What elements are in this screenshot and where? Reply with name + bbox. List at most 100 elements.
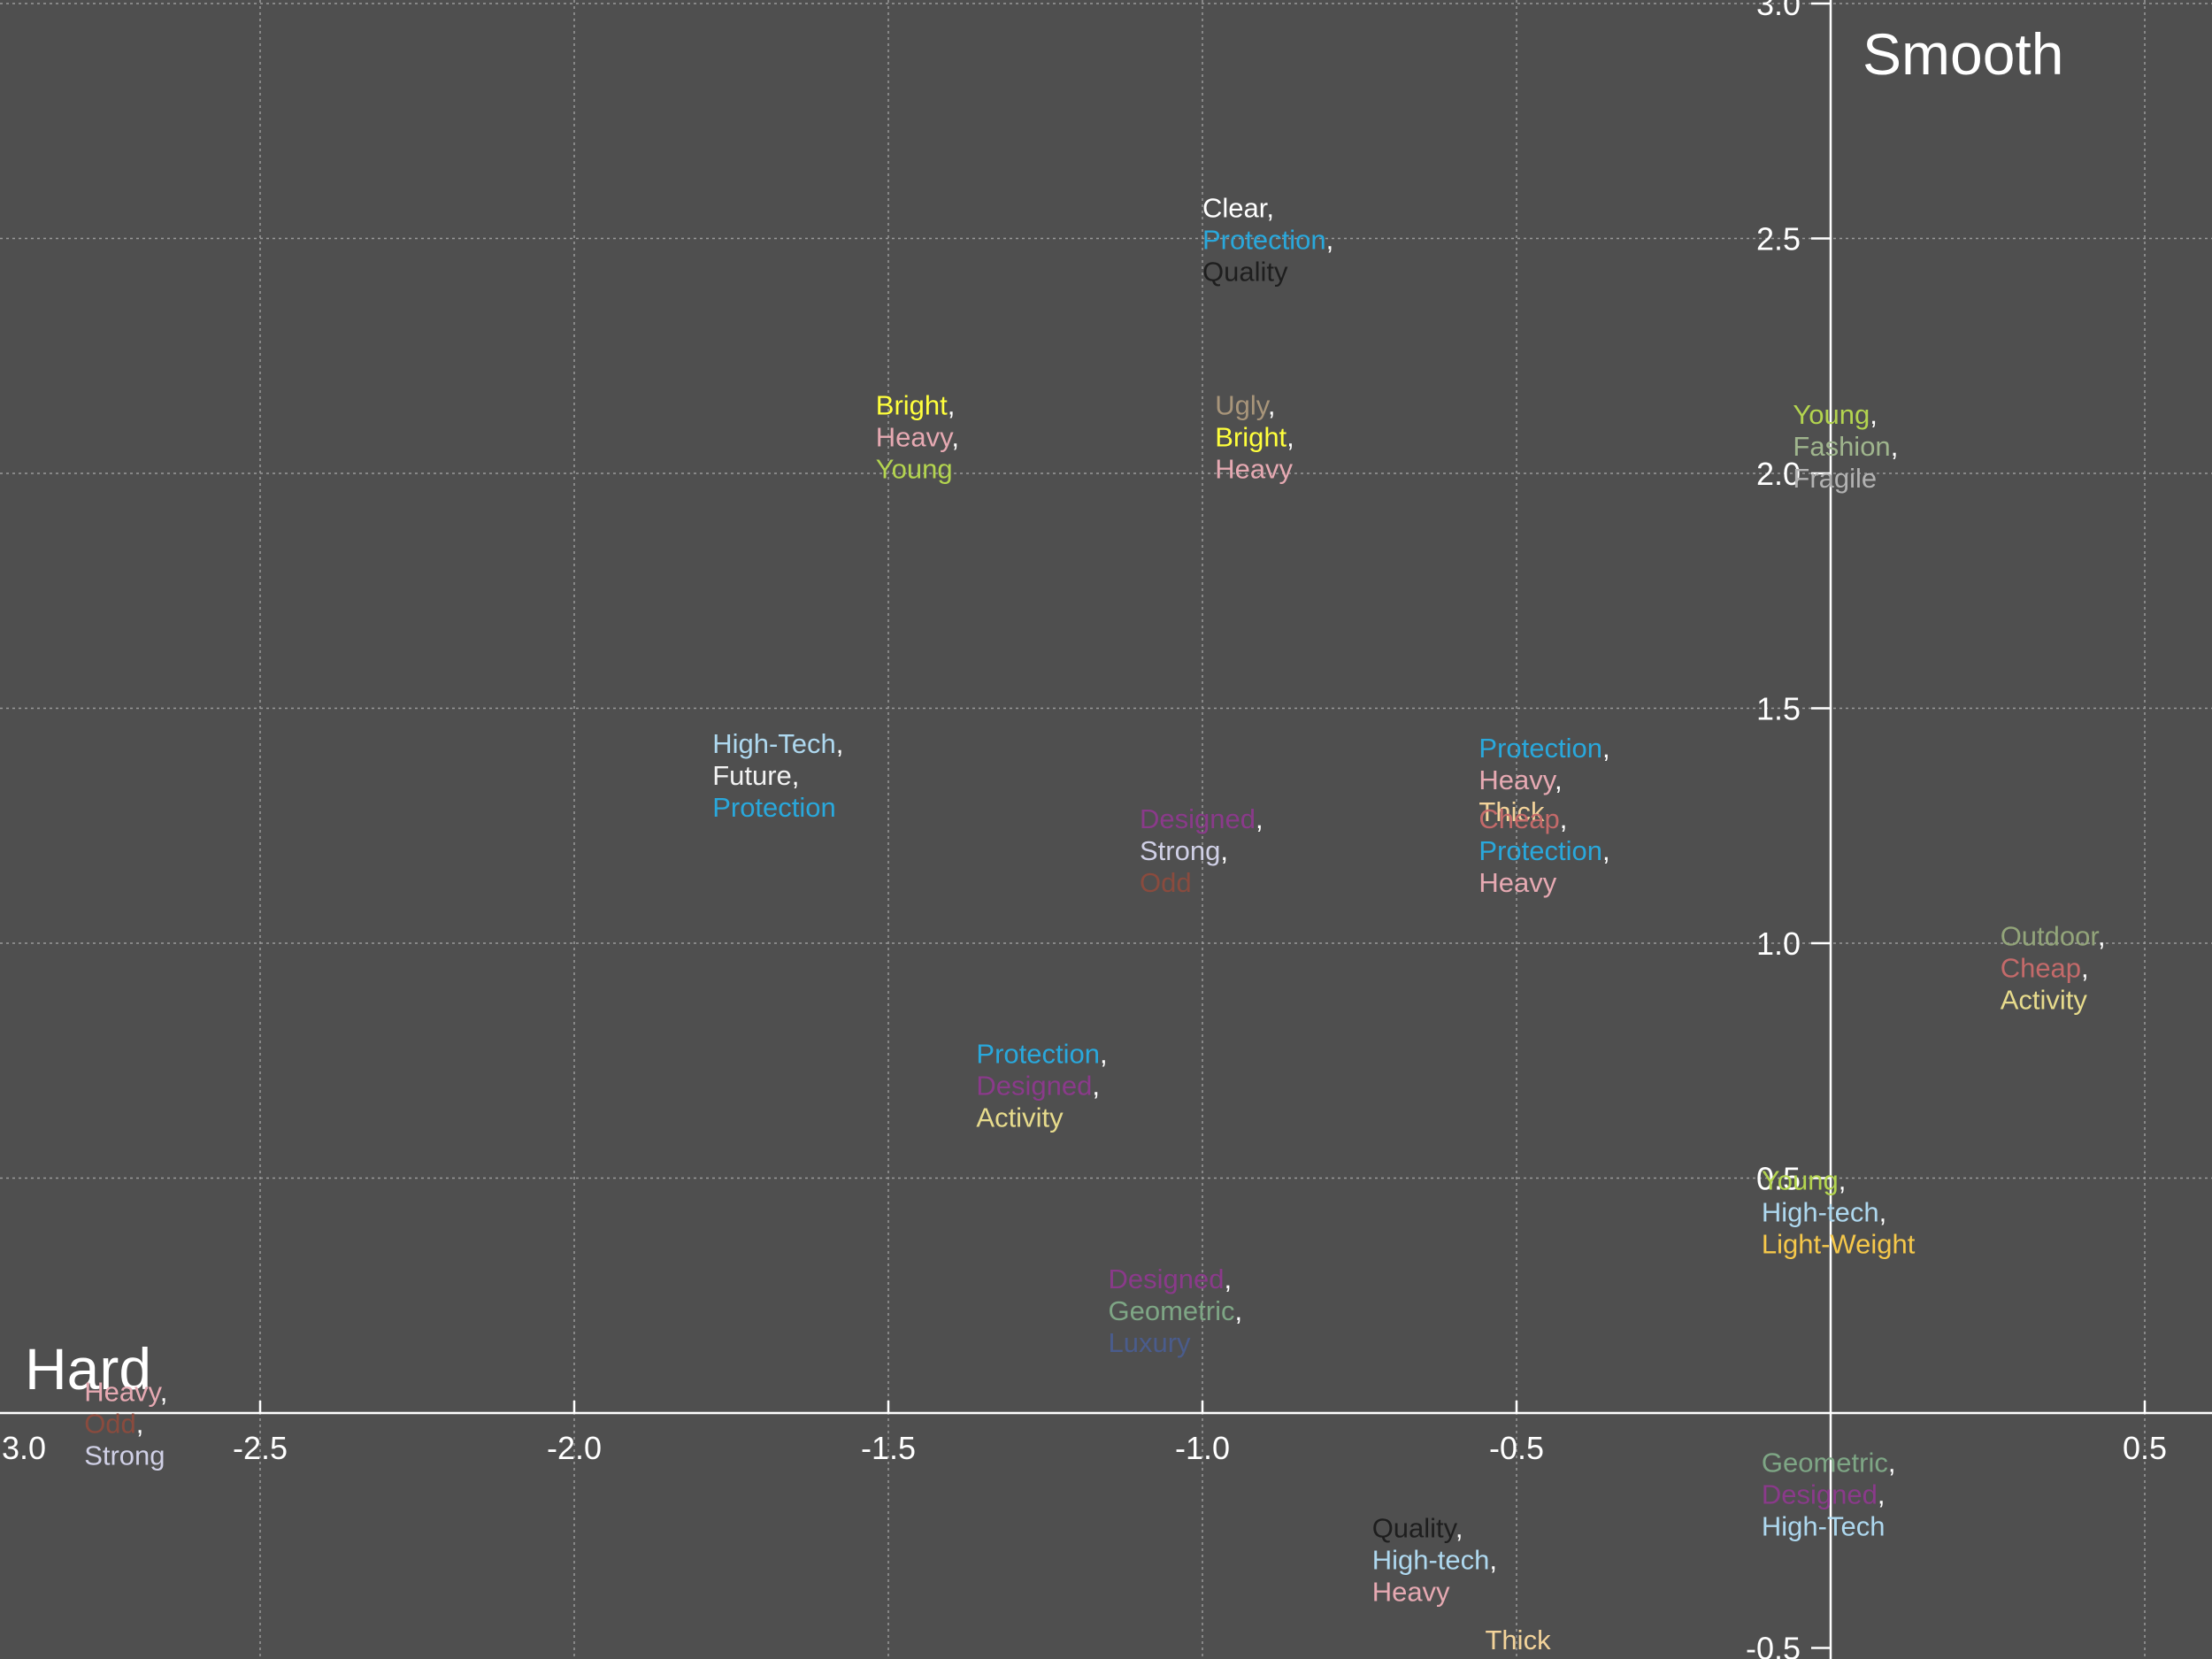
word-cluster: Protection,Heavy,Thick — [1479, 733, 1609, 827]
cluster-word: Cheap, — [2001, 953, 2089, 984]
cluster-word: Odd, — [84, 1409, 143, 1440]
y-tick-label: 3.0 — [1756, 0, 1801, 22]
word-separator: , — [1879, 1197, 1887, 1228]
word-separator: , — [136, 1409, 144, 1440]
word-separator: , — [1555, 764, 1563, 795]
word-separator: , — [1268, 390, 1276, 421]
word-label: Cheap — [1479, 803, 1559, 834]
cluster-word: Heavy, — [84, 1377, 167, 1408]
cluster-word: Designed, — [976, 1070, 1100, 1101]
word-label: Bright — [1215, 422, 1286, 453]
word-cluster: Young,High-tech,Light-Weight — [1762, 1165, 1916, 1260]
word-label: Odd — [84, 1409, 136, 1440]
cluster-word: Heavy — [1215, 454, 1293, 485]
cluster-word: Quality, — [1372, 1513, 1463, 1544]
cluster-word: Geometric, — [1109, 1295, 1243, 1326]
cluster-word: Young, — [1793, 399, 1877, 430]
word-label: High-tech — [1762, 1197, 1879, 1228]
word-separator: , — [1286, 422, 1294, 453]
word-cluster: Thick — [1486, 1624, 1552, 1655]
x-tick-label: -2.5 — [233, 1430, 288, 1466]
word-clusters: Clear,Protection,QualityBright,Heavy,You… — [84, 193, 2105, 1655]
word-separator: , — [1220, 835, 1228, 866]
word-label: Luxury — [1109, 1327, 1192, 1358]
cluster-word: Activity — [2001, 985, 2088, 1016]
word-separator: , — [1602, 835, 1610, 866]
cluster-word: High-Tech, — [712, 728, 843, 759]
word-cluster: Cheap,Protection, Heavy — [1479, 803, 1609, 898]
word-label: Thick — [1486, 1624, 1552, 1655]
word-label: Odd — [1140, 867, 1192, 898]
x-tick-label: -2.0 — [547, 1430, 602, 1466]
word-label: Heavy — [1479, 867, 1556, 898]
word-label: Bright — [876, 390, 948, 421]
word-separator: , — [1891, 431, 1899, 462]
cluster-word: Future, — [712, 760, 799, 791]
cluster-word: Quality — [1202, 257, 1288, 288]
cluster-word: High-Tech — [1762, 1510, 1886, 1541]
word-label: Protection — [1479, 835, 1602, 866]
word-separator: , — [1602, 733, 1610, 764]
cluster-word: Cheap, — [1479, 803, 1567, 834]
word-label: Young — [1793, 399, 1870, 430]
word-cluster: Heavy,Odd,Strong — [84, 1377, 167, 1471]
word-cluster: Clear,Protection,Quality — [1202, 193, 1333, 288]
word-label: High-Tech — [1762, 1510, 1886, 1541]
word-cluster: Ugly,Bright,Heavy — [1215, 390, 1294, 485]
word-cluster: Bright,Heavy,Young — [876, 390, 959, 485]
x-tick-label: -1.0 — [1175, 1430, 1230, 1466]
word-separator: , — [1455, 1513, 1463, 1544]
cluster-word: Heavy, — [1479, 764, 1562, 795]
word-separator: , — [1878, 1479, 1886, 1509]
word-separator: , — [1266, 193, 1274, 224]
cluster-word: Activity — [976, 1102, 1064, 1133]
y-tick-label: 2.5 — [1756, 221, 1801, 257]
word-label: Activity — [976, 1102, 1064, 1133]
word-separator: , — [1888, 1447, 1896, 1478]
cluster-word: Geometric, — [1762, 1447, 1896, 1478]
y-axis-label-smooth: Smooth — [1863, 21, 2063, 87]
cluster-word: Designed, — [1140, 803, 1263, 834]
word-cluster: High-Tech,Future,Protection — [712, 728, 843, 823]
word-separator: , — [836, 728, 844, 759]
x-tick-label: 0.5 — [2123, 1430, 2167, 1466]
cluster-word: Fashion, — [1793, 431, 1898, 462]
cluster-word: Bright, — [1215, 422, 1294, 453]
x-axis-label-hard: Hard — [25, 1336, 151, 1402]
word-separator: , — [948, 390, 956, 421]
word-label: Thick — [1479, 796, 1545, 827]
word-label: Heavy — [84, 1377, 162, 1408]
y-tick-label: 2.0 — [1756, 456, 1801, 492]
word-label: Ugly — [1215, 390, 1271, 421]
word-label: Outdoor — [2001, 921, 2100, 952]
cluster-word: Heavy — [1372, 1577, 1450, 1608]
word-label: Quality — [1202, 257, 1288, 288]
cluster-word: Luxury — [1109, 1327, 1192, 1358]
cluster-word: Protection, — [1202, 225, 1333, 256]
word-separator: , — [792, 760, 800, 791]
x-tick-label: -1.5 — [861, 1430, 916, 1466]
cluster-word: High-tech, — [1372, 1545, 1497, 1576]
cluster-word: Heavy, — [876, 422, 959, 453]
word-cluster: Protection,Designed,Activity — [976, 1038, 1107, 1133]
cluster-word: Designed, — [1762, 1479, 1886, 1509]
word-label: Heavy — [1372, 1577, 1450, 1608]
word-label: Protection — [712, 792, 836, 823]
word-separator: , — [1092, 1070, 1100, 1101]
word-separator: , — [1560, 803, 1568, 834]
word-separator: , — [1839, 1165, 1847, 1196]
word-separator: , — [2081, 953, 2089, 984]
cluster-word: Fragile — [1793, 463, 1877, 494]
cluster-word: Protection, — [1479, 733, 1609, 764]
word-label: Protection — [1479, 733, 1602, 764]
word-label: Designed — [1109, 1263, 1225, 1294]
word-label: Designed — [1140, 803, 1256, 834]
word-label: Future — [712, 760, 792, 791]
word-label: Young — [876, 454, 953, 485]
word-separator: , — [1256, 803, 1263, 834]
y-tick-label: -0.5 — [1746, 1631, 1801, 1659]
word-label: Strong — [1140, 835, 1220, 866]
word-label: Activity — [2001, 985, 2088, 1016]
